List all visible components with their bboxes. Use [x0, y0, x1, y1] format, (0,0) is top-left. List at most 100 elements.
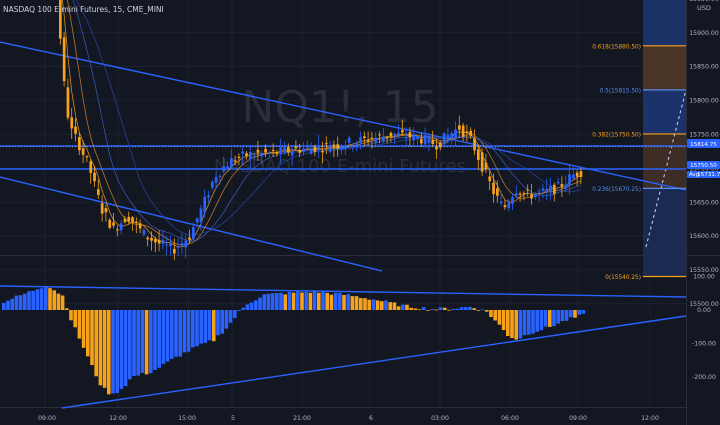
candle-body: [89, 161, 93, 173]
currency-label: USD: [697, 4, 711, 12]
price-axis-label: 15750.00: [689, 132, 719, 139]
histogram-bar: [23, 293, 27, 310]
histogram-bar: [493, 310, 497, 321]
histogram-bar: [52, 290, 56, 310]
candle-body: [108, 219, 112, 228]
candle-body: [195, 218, 199, 223]
candle-body: [309, 148, 313, 154]
histogram-bar: [31, 290, 35, 310]
histogram-bar: [153, 310, 157, 371]
histogram-bar: [552, 310, 556, 327]
histogram-bar: [325, 292, 329, 310]
histogram-bar: [522, 310, 527, 336]
candle-body: [397, 132, 400, 136]
candle-body: [321, 150, 324, 153]
histogram-bar: [35, 289, 40, 310]
candle-body: [454, 129, 457, 138]
histogram-bar: [170, 310, 174, 359]
candle-body: [313, 146, 317, 152]
histogram-bar: [417, 309, 422, 311]
histogram-bar: [283, 294, 287, 310]
fib-levels[interactable]: 1(16090.75)0.786(15973.00)0.618(15880.50…: [592, 0, 686, 281]
time-axis[interactable]: 09:00 12:00 15:00 5 21:00 6 03:00 06:00 09:00 12:…: [38, 415, 659, 422]
candle-body: [572, 174, 575, 179]
time-axis-label: 06:00: [501, 415, 519, 422]
histogram-bar: [380, 301, 384, 310]
histogram-bar: [149, 310, 153, 374]
candle-body: [427, 136, 431, 144]
oscillator-axis-label: -100.00: [692, 341, 716, 348]
histogram-bar: [472, 308, 476, 310]
histogram-bar: [514, 310, 518, 340]
histogram-bar: [321, 291, 325, 310]
time-axis-label: 12:00: [641, 415, 659, 422]
candle-body: [192, 227, 195, 240]
fib-level-label: 0.382(15750.50): [592, 132, 641, 138]
candle-body: [207, 195, 210, 198]
histogram-bar: [128, 310, 132, 380]
histogram-bar: [18, 295, 23, 310]
candle-body: [366, 140, 370, 142]
candle-body: [484, 162, 488, 170]
histogram-bar: [338, 292, 342, 310]
histogram-bar: [539, 310, 544, 331]
trend-line: [0, 285, 687, 298]
candle-body: [93, 172, 96, 182]
histogram-bar: [388, 302, 392, 310]
candle-body: [534, 194, 537, 198]
candle-body: [252, 155, 256, 157]
candle-body: [518, 193, 522, 195]
histogram-bar: [443, 307, 447, 310]
candle-body: [211, 181, 214, 188]
price-badge-bg: [701, 171, 720, 178]
fib-level-label: 0(15540.25): [605, 275, 641, 281]
histogram-bar: [409, 307, 413, 310]
histogram-bar: [317, 292, 321, 310]
histogram-bar: [422, 307, 426, 310]
oscillator-axis-label: 0.00: [697, 307, 711, 314]
candle-body: [473, 138, 476, 151]
histogram-bar: [165, 310, 170, 362]
candle-body: [446, 134, 450, 142]
histogram-bar: [291, 292, 296, 310]
price-axis-label: 15500.00: [689, 301, 719, 308]
candle-body: [142, 230, 146, 235]
histogram-bar: [497, 310, 502, 325]
oscillator-axis: 100.00 0.00 -100.00 -200.00: [692, 274, 716, 382]
candle-body: [431, 140, 435, 144]
candle-body: [344, 145, 347, 149]
candle-body: [241, 151, 245, 154]
price-badge-bg: [687, 139, 720, 148]
candle-body: [461, 125, 465, 137]
candle-body: [378, 134, 381, 136]
histogram-bar: [510, 310, 514, 339]
histogram-bar: [350, 296, 355, 310]
histogram-bar: [199, 310, 203, 344]
histogram-bar: [426, 310, 430, 311]
candle-body: [469, 130, 473, 136]
time-axis-label: 12:00: [109, 415, 127, 422]
fib-level: 0.618(15880.50): [592, 44, 686, 50]
histogram-bar: [191, 310, 195, 348]
histogram-bar: [573, 310, 577, 318]
histogram-bar: [384, 300, 388, 310]
candle-body: [78, 137, 81, 151]
candle-body: [564, 184, 568, 189]
trend-lines[interactable]: [0, 41, 687, 409]
candle-body: [332, 144, 336, 147]
candle-body: [480, 152, 484, 172]
candle-body: [412, 133, 416, 141]
candle-body: [385, 137, 389, 139]
histogram-bar: [527, 310, 531, 335]
price-axis-label: 15650.00: [689, 199, 719, 206]
candle-body: [112, 222, 115, 226]
candle-body: [180, 243, 184, 246]
fib-level: 0(15540.25): [605, 275, 686, 281]
histogram-bar: [98, 310, 103, 386]
time-axis-label: 5: [231, 415, 235, 422]
histogram-bar: [119, 310, 124, 389]
fib-zone-band: [643, 0, 686, 46]
histogram-bar: [115, 310, 119, 394]
price-axis-label: 15550.00: [689, 267, 719, 274]
